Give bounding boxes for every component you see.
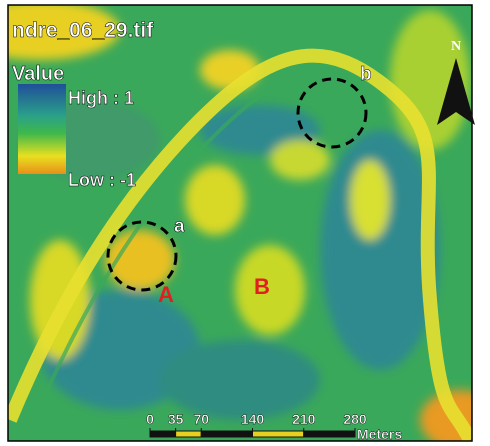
scale-segment (304, 431, 355, 437)
marker-label: b (360, 64, 372, 85)
map-title: ndre_06_29.tif (12, 19, 154, 42)
marker-label: a (174, 216, 185, 237)
legend-low: Low : -1 (68, 170, 136, 190)
region-label: A (158, 282, 174, 307)
scale-segment (176, 431, 202, 437)
scale-segment (253, 431, 304, 437)
scale-segment (201, 431, 252, 437)
scale-label: 35 (168, 411, 184, 427)
scale-label: 280 (343, 411, 367, 427)
scale-label: 70 (193, 411, 209, 427)
legend-high: High : 1 (68, 88, 134, 108)
scale-unit: Meters (357, 426, 402, 442)
scale-label: 210 (292, 411, 316, 427)
map-figure: ndre_06_29.tif Value High : 1 Low : -1 N… (0, 0, 490, 446)
scale-label: 140 (241, 411, 265, 427)
region-label: B (254, 274, 270, 299)
north-label: N (451, 39, 461, 54)
legend-heading: Value (12, 63, 64, 85)
scale-label: 0 (146, 411, 154, 427)
raster (0, 0, 490, 446)
legend-ramp (18, 84, 66, 174)
scale-segment (150, 431, 176, 437)
